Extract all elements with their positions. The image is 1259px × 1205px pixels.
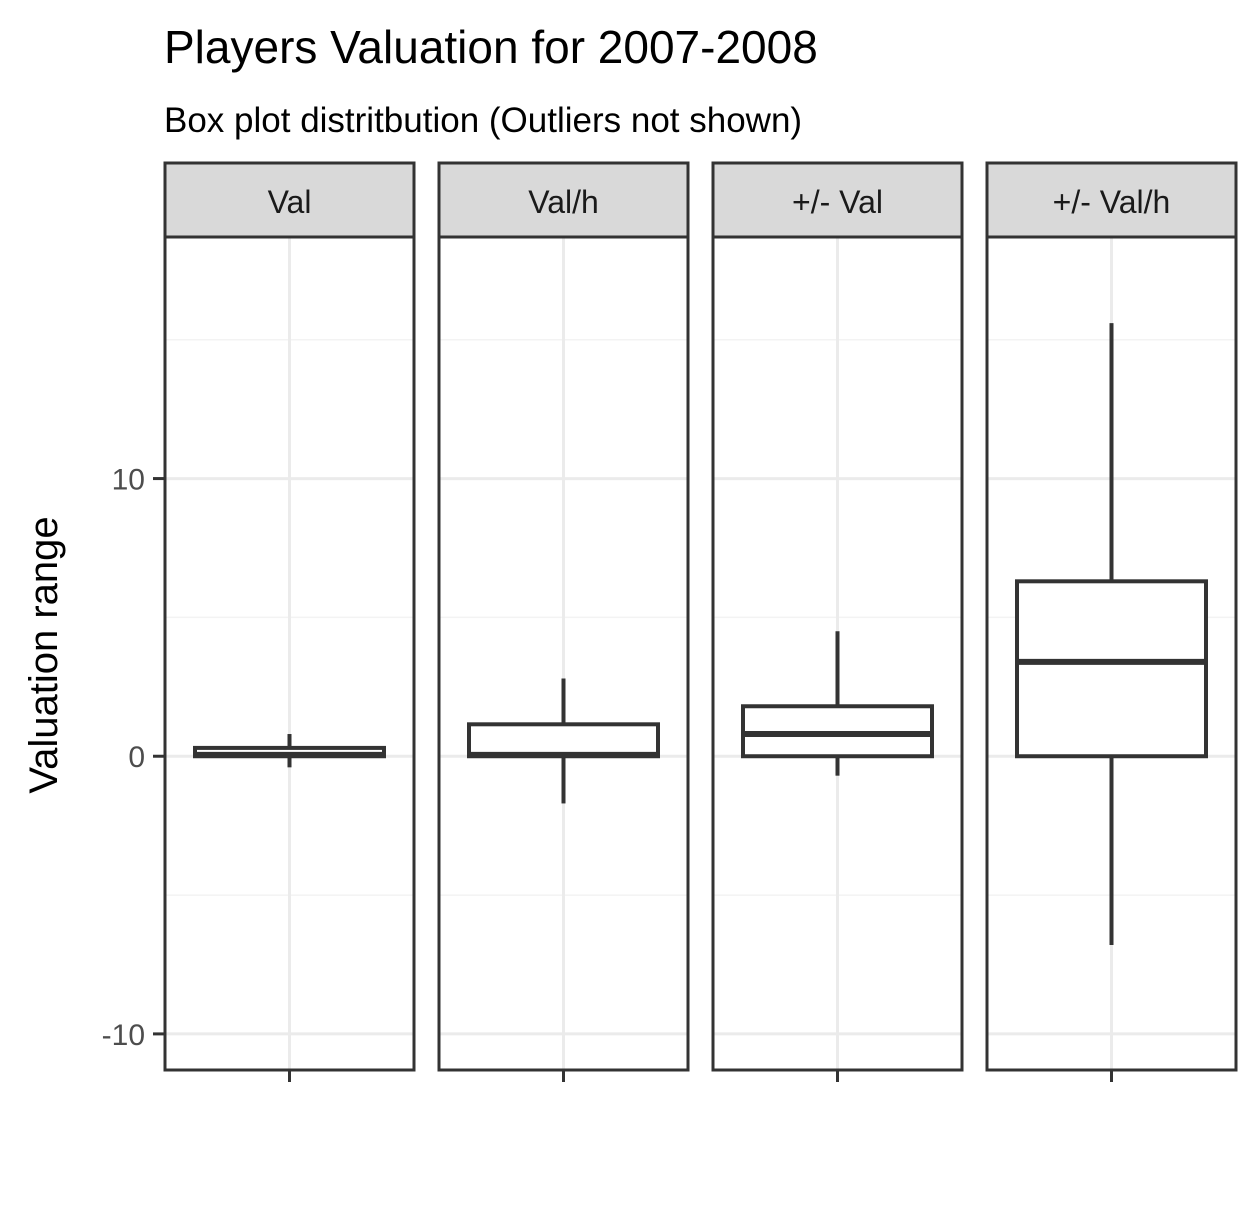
chart-subtitle: Box plot distritbution (Outliers not sho… bbox=[164, 101, 802, 140]
facet-strip bbox=[711, 161, 964, 239]
y-tick-label: -10 bbox=[102, 1019, 145, 1052]
plot-area: Val Val/h +/- Val +/- Val/h -10 0 10 bbox=[102, 161, 1238, 1082]
facet-strip bbox=[437, 161, 690, 239]
facet-strip-label: Val bbox=[268, 184, 312, 220]
box-iqr bbox=[467, 722, 660, 759]
box-iqr bbox=[1015, 579, 1208, 759]
facet-strip bbox=[985, 161, 1238, 239]
facet-strip-label: +/- Val bbox=[792, 184, 883, 220]
facet-strip-label: +/- Val/h bbox=[1053, 184, 1171, 220]
facet-strip-label: Val/h bbox=[528, 184, 599, 220]
y-tick-label: 10 bbox=[112, 464, 145, 497]
y-tick-label: 0 bbox=[128, 741, 145, 774]
chart-title: Players Valuation for 2007-2008 bbox=[164, 21, 818, 73]
y-axis-label: Valuation range bbox=[22, 516, 66, 793]
facet-strip bbox=[163, 161, 416, 239]
